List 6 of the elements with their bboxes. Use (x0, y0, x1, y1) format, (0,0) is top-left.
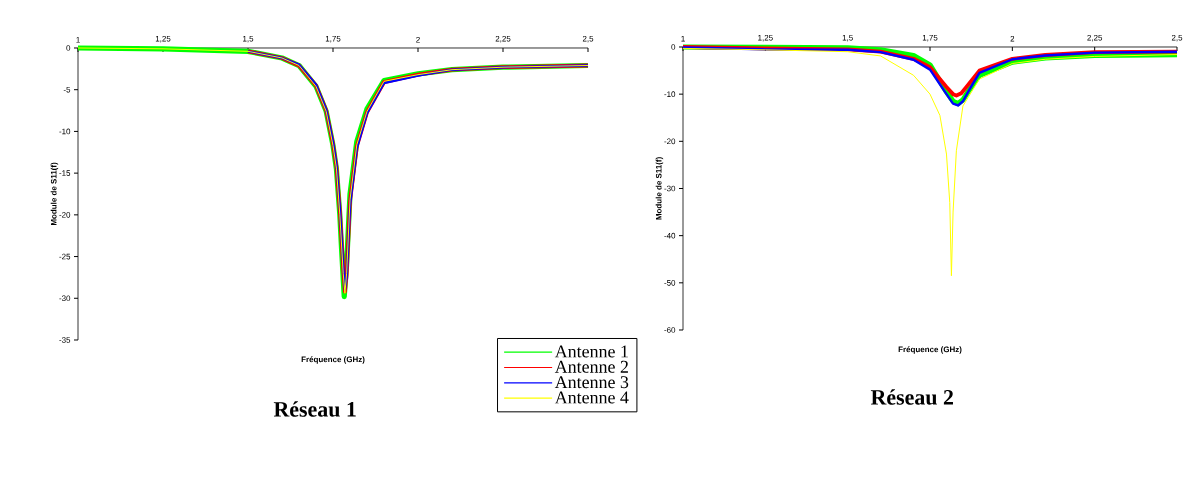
legend-label: Antenne 2 (554, 360, 628, 373)
legend-label: Antenne 4 (554, 391, 629, 404)
text: Réseau 2 (870, 389, 953, 405)
text: Réseau 1 (273, 401, 356, 417)
legend-label: Antenne 3 (554, 376, 629, 389)
legend-label: Antenne 1 (554, 345, 628, 358)
